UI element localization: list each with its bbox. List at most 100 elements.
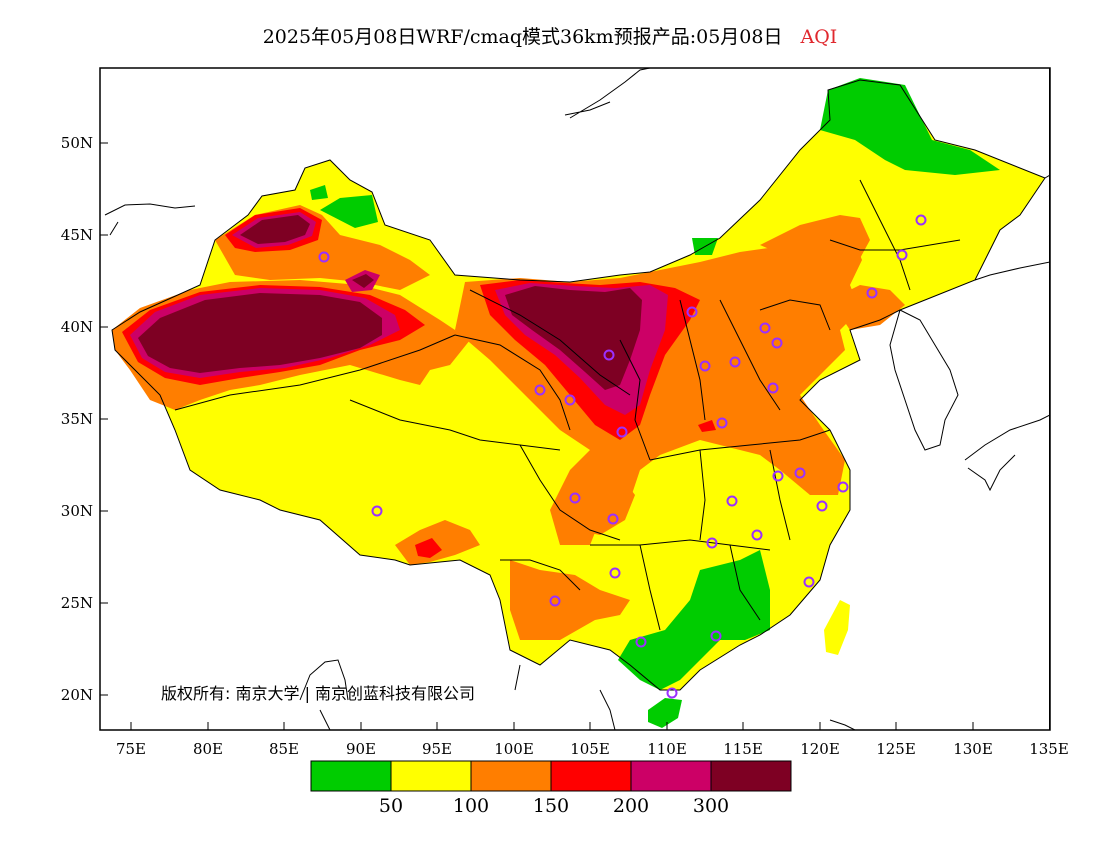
colorbar-swatch — [390, 760, 472, 792]
colorbar-label: 100 — [453, 795, 489, 817]
colorbar-swatch — [470, 760, 552, 792]
x-tick-label: 90E — [346, 740, 376, 758]
aqi-field — [112, 78, 1045, 728]
x-tick-label: 135E — [1029, 740, 1069, 758]
city-marker — [729, 356, 741, 368]
city-marker — [616, 426, 628, 438]
x-tick-label: 95E — [422, 740, 452, 758]
y-tick-label: 50N — [61, 134, 93, 152]
aqi-hazardous-tarim — [138, 293, 382, 373]
city-marker — [534, 384, 546, 396]
city-marker — [726, 495, 738, 507]
province-line-east-2 — [769, 449, 791, 541]
city-marker — [371, 505, 383, 517]
city-marker — [794, 467, 806, 479]
city-marker — [564, 394, 576, 406]
colorbar-swatch — [630, 760, 712, 792]
axis-ticks — [100, 142, 974, 730]
kazakhstan-coastline — [104, 203, 196, 236]
x-tick-label: 110E — [647, 740, 687, 758]
province-line-northeast-2 — [829, 239, 961, 251]
colorbar-label: 300 — [693, 795, 729, 817]
city-marker — [772, 470, 784, 482]
province-line-east-1 — [699, 449, 706, 541]
aqi-green-south — [618, 550, 770, 690]
japan-coastline — [964, 414, 1050, 492]
city-marker — [686, 306, 698, 318]
x-tick-label: 120E — [800, 740, 840, 758]
province-line-qinghai-gansu — [454, 334, 571, 431]
colorbar-swatch — [550, 760, 632, 792]
aqi-orange-liaoning — [830, 285, 905, 330]
city-marker — [609, 567, 621, 579]
city-marker — [751, 529, 763, 541]
y-tick-labels: 50N 45N 40N 35N 30N 25N 20N — [61, 134, 93, 704]
plot-frame-right-edge — [1049, 68, 1051, 730]
x-tick-label: 75E — [116, 740, 146, 758]
province-line-shaanxi — [619, 339, 651, 461]
province-line-south-3 — [729, 544, 761, 621]
y-tick-label: 30N — [61, 502, 93, 520]
y-tick-label: 40N — [61, 318, 93, 336]
province-line-gansu-innermongolia — [469, 289, 631, 396]
city-marker — [607, 513, 619, 525]
city-marker — [767, 382, 779, 394]
city-marker — [635, 636, 647, 648]
aqi-hazardous-junggar — [352, 274, 374, 288]
city-marker — [837, 481, 849, 493]
province-line-north-2 — [679, 299, 706, 421]
province-line-tibet-qinghai — [349, 399, 561, 451]
city-marker — [816, 500, 828, 512]
aqi-hazardous-ordos — [505, 286, 642, 390]
province-line-hebei — [759, 299, 831, 331]
aqi-green-altai — [310, 185, 328, 200]
korea-coastline — [889, 309, 959, 451]
city-marker — [915, 214, 927, 226]
indochina-coastline — [514, 664, 856, 730]
x-tick-label: 100E — [494, 740, 534, 758]
aqi-green-xinjiang — [320, 195, 378, 228]
boundary-lines — [104, 68, 1050, 730]
aqi-green-northeast — [820, 78, 1000, 175]
city-marker — [771, 337, 783, 349]
city-marker — [603, 349, 615, 361]
city-marker — [569, 492, 581, 504]
x-tick-label: 80E — [193, 740, 223, 758]
province-line-yunnan — [500, 559, 581, 591]
province-line-north-1 — [719, 299, 781, 411]
sakhalin-coastline — [564, 68, 651, 119]
city-marker — [666, 687, 678, 699]
city-marker — [866, 287, 878, 299]
province-line-south-1 — [590, 539, 771, 551]
city-marker — [699, 360, 711, 372]
aqi-green-hainan — [648, 698, 682, 728]
x-tick-label: 105E — [570, 740, 610, 758]
aqi-orange-northeast — [760, 215, 870, 262]
colorbar-label: 50 — [379, 795, 403, 817]
city-markers — [318, 214, 927, 699]
city-marker — [549, 595, 561, 607]
province-line-xinjiang-tibet — [174, 334, 456, 411]
x-tick-label: 130E — [953, 740, 993, 758]
city-marker — [803, 576, 815, 588]
y-tick-label: 35N — [61, 410, 93, 428]
x-tick-label: 115E — [723, 740, 763, 758]
x-tick-label: 85E — [269, 740, 299, 758]
aqi-orange-sw — [510, 560, 630, 640]
product-label: AQI — [800, 26, 838, 48]
aqi-yellow-taiwan — [824, 600, 850, 655]
y-tick-label: 20N — [61, 686, 93, 704]
x-tick-labels: 75E 80E 85E 90E 95E 100E 105E 110E 115E … — [116, 740, 1069, 758]
colorbar-swatch — [310, 760, 392, 792]
y-tick-label: 25N — [61, 594, 93, 612]
city-marker — [710, 630, 722, 642]
colorbar: 50 100 150 200 300 — [310, 760, 792, 817]
colorbar-swatch — [710, 760, 792, 792]
province-line-central — [649, 429, 831, 461]
aqi-orange-tibet — [395, 520, 480, 565]
aqi-red-spot-henan — [698, 420, 716, 432]
colorbar-label: 150 — [533, 795, 569, 817]
copyright-notice: 版权所有: 南京大学 | 南京创蓝科技有限公司 — [161, 684, 476, 703]
colorbar-label: 200 — [613, 795, 649, 817]
city-marker — [759, 322, 771, 334]
